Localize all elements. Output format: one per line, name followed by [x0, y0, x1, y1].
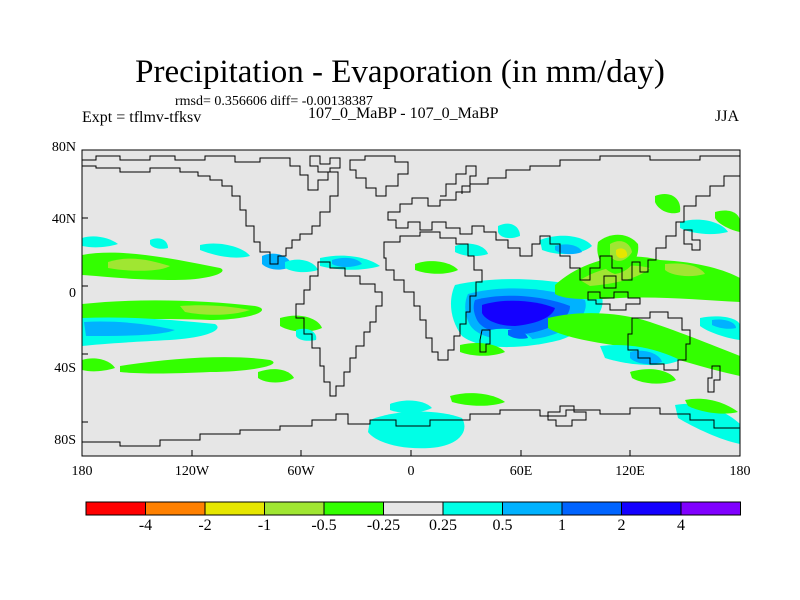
- colorbar-box: [204, 501, 265, 516]
- patch-trop-pacific-yellow: [180, 305, 250, 315]
- season-label: JJA: [715, 108, 740, 125]
- patch-natl-cyan: [455, 243, 488, 257]
- colorbar-box: [145, 501, 206, 516]
- field-patches: [82, 193, 740, 449]
- colorbar-label: -4: [138, 517, 153, 534]
- ytick-label: 80S: [54, 433, 76, 448]
- colorbar-box: [442, 501, 503, 516]
- patch-asia-yellow-2: [616, 248, 628, 259]
- patch-so-cyan-s: [368, 411, 465, 449]
- colorbar-box: [264, 501, 325, 516]
- coast-africa: [383, 231, 483, 361]
- colorbar-label: -2: [198, 517, 212, 534]
- xtick-label: 60E: [509, 464, 533, 479]
- colorbar-box: [502, 501, 563, 516]
- patch-sam-cyan: [296, 328, 317, 341]
- xtick-label: 60W: [287, 464, 315, 479]
- coast-borneo: [603, 275, 617, 289]
- coast-australia: [627, 311, 691, 371]
- colorbar-label: 0.25: [429, 517, 457, 534]
- ytick-label: 80N: [51, 140, 76, 155]
- xtick-label: 120W: [174, 464, 210, 479]
- colorbar-label: 2: [617, 517, 626, 534]
- coast-new-zealand: [707, 365, 721, 393]
- patch-epac-blue-e: [712, 319, 736, 329]
- patch-io-green-s: [460, 342, 505, 356]
- patch-so-cyan-s2: [390, 400, 432, 413]
- patch-spac-green-w: [82, 358, 115, 372]
- colorbar-box: [323, 501, 384, 516]
- coast-south-america: [295, 261, 383, 397]
- patch-so-green-e2: [685, 398, 738, 414]
- coast-arctic-islands: [309, 155, 341, 173]
- patch-caribbean-cyan: [285, 259, 318, 273]
- patch-io-blue-s: [508, 329, 528, 339]
- patch-so-green-e: [630, 369, 676, 384]
- patch-s-pacific: [120, 357, 274, 374]
- xtick-label: 180: [729, 464, 751, 479]
- colorbar-label: -0.25: [366, 517, 401, 534]
- colorbar-label: 0.5: [492, 517, 513, 534]
- patch-india-blue: [555, 244, 582, 255]
- patch-trop-pacific: [82, 300, 263, 320]
- colorbar-box: [383, 501, 444, 516]
- coast-eurasia: [387, 155, 741, 281]
- patch-atl-blue: [332, 257, 362, 267]
- patch-ne-pacific-yellow: [108, 258, 170, 271]
- runs-label: 107_0_MaBP - 107_0_MaBP: [308, 105, 499, 122]
- coast-japan: [683, 229, 701, 251]
- coast-scandinavia: [440, 165, 477, 197]
- coastlines: [82, 155, 741, 447]
- ytick-label: 0: [69, 286, 76, 301]
- coast-north-america: [82, 155, 339, 265]
- coast-island-s: [547, 405, 587, 427]
- coast-indonesia: [587, 291, 641, 311]
- colorbar-label: -1: [257, 517, 272, 534]
- colorbar: [85, 501, 741, 516]
- patch-npac-cyan-w: [150, 238, 168, 249]
- xtick-label: 180: [71, 464, 93, 479]
- colorbar-box: [85, 501, 146, 516]
- xtick-label: 0: [407, 464, 415, 479]
- patch-africa-cyan: [498, 223, 520, 239]
- xtick-label: 120E: [615, 464, 645, 479]
- colorbar-label: -0.5: [311, 517, 337, 534]
- patch-s-pacific-2: [258, 369, 294, 383]
- coast-greenland: [349, 155, 409, 197]
- patch-ne-pacific-cyan: [82, 236, 118, 248]
- colorbar-label: 4: [677, 517, 685, 534]
- colorbar-box: [680, 501, 741, 516]
- stats-line: rmsd= 0.356606 diff= -0.00138387: [175, 94, 373, 109]
- patch-sam-green: [280, 315, 322, 332]
- ytick-label: 40S: [54, 361, 76, 376]
- colorbar-box: [621, 501, 682, 516]
- patch-so-green-s: [450, 393, 505, 406]
- plot-title: Precipitation - Evaporation (in mm/day): [135, 54, 665, 90]
- colorbar-label: 1: [558, 517, 566, 534]
- ytick-label: 40N: [51, 212, 76, 227]
- axis-tick-marks: [81, 149, 741, 456]
- colorbar-box: [561, 501, 622, 516]
- expt-label: Expt = tflmv-tfksv: [82, 109, 202, 126]
- map-area: [81, 149, 741, 457]
- patch-io-darkblue: [482, 300, 555, 326]
- coast-antarctica: [82, 407, 740, 447]
- patch-trop-pacific-blue: [84, 321, 175, 336]
- patch-wpac-green-n: [655, 193, 681, 214]
- patch-sw-pac-green: [548, 313, 740, 376]
- patch-natl-green: [415, 261, 458, 274]
- coast-madagascar: [479, 329, 491, 353]
- patch-ne-pacific-cyan-2: [200, 243, 250, 258]
- patch-npac-green: [715, 210, 740, 232]
- patch-so-cyan-e: [675, 403, 740, 444]
- patch-wpac-yellow-e: [665, 263, 705, 277]
